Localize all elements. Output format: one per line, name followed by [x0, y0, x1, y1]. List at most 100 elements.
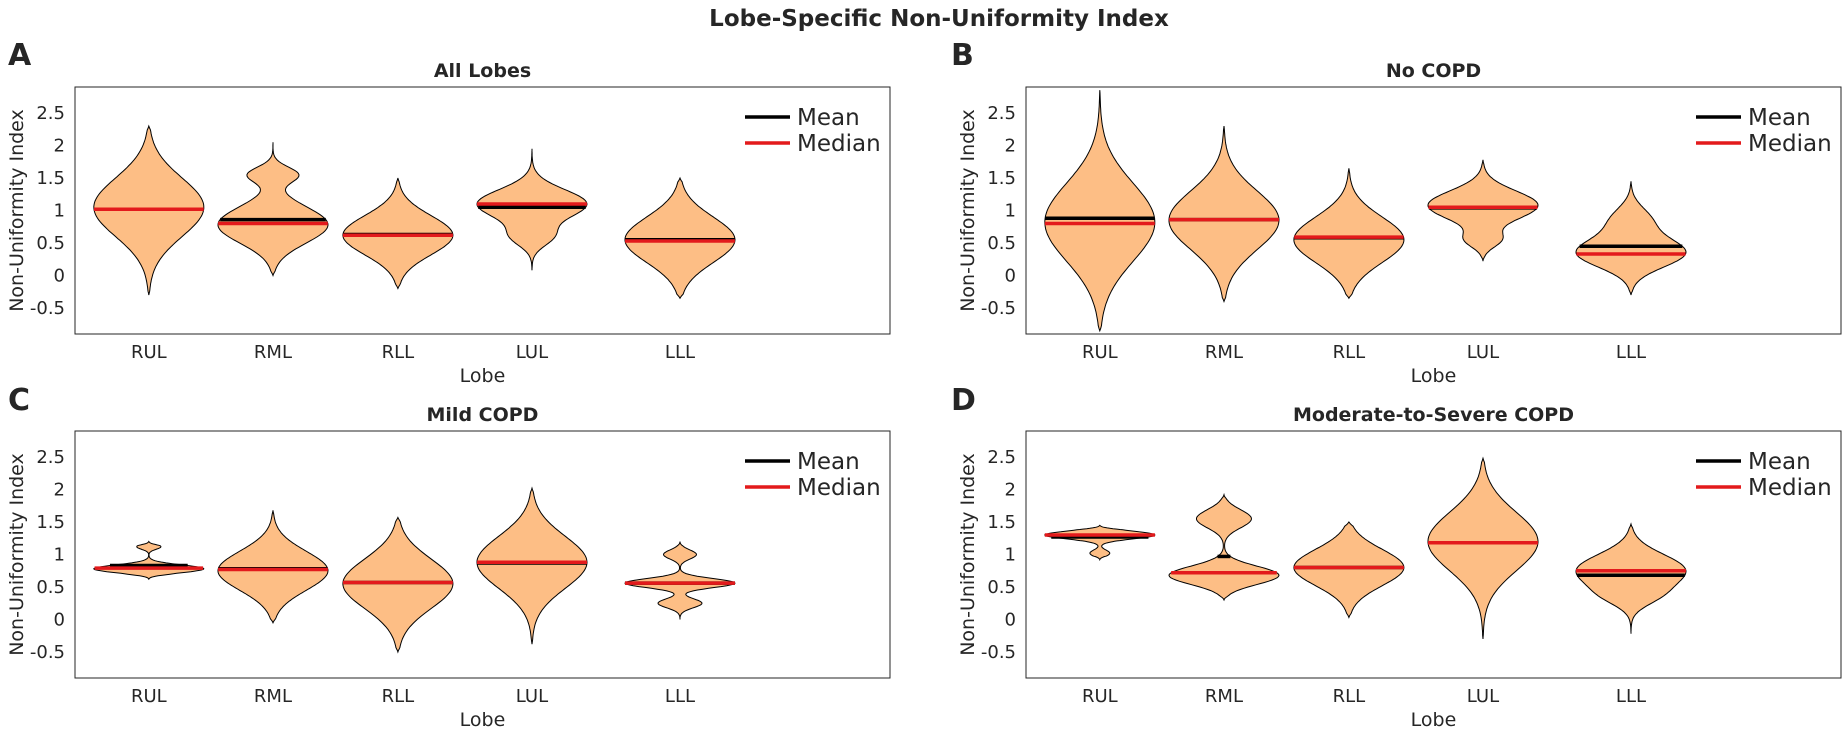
x-tick-label: RUL [1082, 342, 1118, 363]
x-axis-label: Lobe [1411, 365, 1457, 387]
panel-d: D Moderate-to-Severe COPD -0.5 0 0.5 1 1.5 2 2.5… [951, 383, 1842, 731]
y-tick-label: -0.5 [30, 642, 65, 663]
y-tick-label: 1.5 [36, 512, 65, 533]
y-tick-label: -0.5 [30, 298, 65, 319]
x-axis-label: Lobe [460, 709, 506, 731]
y-axis-label: Non-Uniformity Index [6, 109, 28, 312]
x-tick-label: RLL [1333, 342, 1366, 363]
panel-c: C Mild COPD -0.5 0 0.5 1 1.5 2 2.5 Non-Uniformity… [6, 383, 891, 731]
panel-title: All Lobes [434, 60, 531, 82]
y-axis-label: Non-Uniformity Index [957, 453, 979, 656]
x-tick-label: RML [254, 686, 292, 707]
panel-letter: C [8, 383, 30, 418]
x-tick-label: LUL [1467, 342, 1499, 363]
y-tick-label: 2 [54, 136, 65, 157]
y-tick-label: 1 [54, 545, 65, 566]
violin-rll [342, 516, 454, 654]
violin-lul [476, 486, 588, 645]
y-tick-label: 1 [54, 201, 65, 222]
x-tick-label: LUL [1467, 686, 1499, 707]
violin-rul [93, 540, 205, 581]
panel-letter: B [951, 38, 974, 73]
figure-title: Lobe-Specific Non-Uniformity Index [709, 6, 1169, 32]
x-axis-label: Lobe [1411, 709, 1457, 731]
y-tick-label: 0 [1005, 266, 1016, 287]
y-tick-label: 2 [54, 480, 65, 501]
violin-lul [476, 148, 588, 271]
x-tick-label: RLL [382, 686, 415, 707]
violin-lul [1427, 456, 1539, 640]
y-tick-label: 0.5 [36, 233, 65, 254]
y-tick-label: 0 [54, 610, 65, 631]
x-tick-label: RML [254, 342, 292, 363]
violin-rml [217, 142, 329, 277]
y-tick-label: 2 [1005, 136, 1016, 157]
x-tick-label: LLL [1616, 686, 1646, 707]
panel-title: No COPD [1386, 60, 1481, 82]
panel-letter: D [951, 383, 976, 418]
x-tick-label: RML [1205, 342, 1243, 363]
y-tick-label: 1 [1005, 201, 1016, 222]
violin-lll [1575, 181, 1687, 296]
panel-title: Mild COPD [427, 404, 539, 426]
y-tick-label: 2 [1005, 480, 1016, 501]
y-axis-label: Non-Uniformity Index [6, 453, 28, 656]
y-tick-label: 0.5 [36, 577, 65, 598]
x-tick-label: LUL [516, 342, 548, 363]
legend-mean-label: Mean [797, 105, 860, 131]
plot-frame [1025, 430, 1842, 679]
y-tick-label: 2.5 [987, 103, 1016, 124]
violin-rml [217, 510, 329, 624]
y-tick-label: 1.5 [36, 168, 65, 189]
x-tick-label: RUL [1082, 686, 1118, 707]
x-tick-label: RLL [382, 342, 415, 363]
y-tick-label: 2.5 [36, 103, 65, 124]
y-tick-label: 2.5 [36, 447, 65, 468]
x-axis-label: Lobe [460, 365, 506, 387]
violin-rul [1044, 90, 1156, 333]
panel-a: A All Lobes -0.5 0 0.5 1 1.5 2 2.5 Non-Uniformity… [6, 38, 891, 387]
legend-median-label: Median [1748, 131, 1832, 157]
y-tick-label: 1.5 [987, 168, 1016, 189]
x-tick-label: LUL [516, 686, 548, 707]
violin-rll [1293, 521, 1405, 619]
x-tick-label: RUL [131, 686, 167, 707]
violin-rll [1293, 168, 1405, 300]
legend-mean-label: Mean [1748, 105, 1811, 131]
y-tick-label: 0.5 [987, 577, 1016, 598]
legend-median-label: Median [797, 475, 881, 501]
x-tick-label: LLL [665, 342, 695, 363]
panel-title: Moderate-to-Severe COPD [1293, 404, 1574, 426]
y-tick-label: 0 [1005, 610, 1016, 631]
legend-mean-label: Mean [1748, 449, 1811, 475]
y-tick-label: -0.5 [981, 298, 1016, 319]
y-tick-label: 0.5 [987, 233, 1016, 254]
x-tick-label: RLL [1333, 686, 1366, 707]
plot-frame [74, 86, 891, 335]
plot-frame [1025, 86, 1842, 335]
legend-median-label: Median [1748, 475, 1832, 501]
y-tick-label: 2.5 [987, 447, 1016, 468]
panel-b: B No COPD -0.5 0 0.5 1 1.5 2 2.5 Non-Uniformity I… [951, 38, 1842, 387]
violin-rul [1044, 524, 1156, 562]
legend-mean-label: Mean [797, 449, 860, 475]
violin-rml [1168, 125, 1280, 303]
y-tick-label: -0.5 [981, 642, 1016, 663]
violin-lul [1427, 159, 1539, 262]
violin-rml [1168, 492, 1280, 602]
y-tick-label: 1 [1005, 545, 1016, 566]
x-tick-label: RUL [131, 342, 167, 363]
panel-letter: A [8, 38, 32, 73]
violin-lll [624, 541, 736, 620]
x-tick-label: RML [1205, 686, 1243, 707]
y-axis-label: Non-Uniformity Index [957, 109, 979, 312]
violin-lll [1575, 522, 1687, 634]
legend-median-label: Median [797, 131, 881, 157]
x-tick-label: LLL [1616, 342, 1646, 363]
y-tick-label: 1.5 [987, 512, 1016, 533]
